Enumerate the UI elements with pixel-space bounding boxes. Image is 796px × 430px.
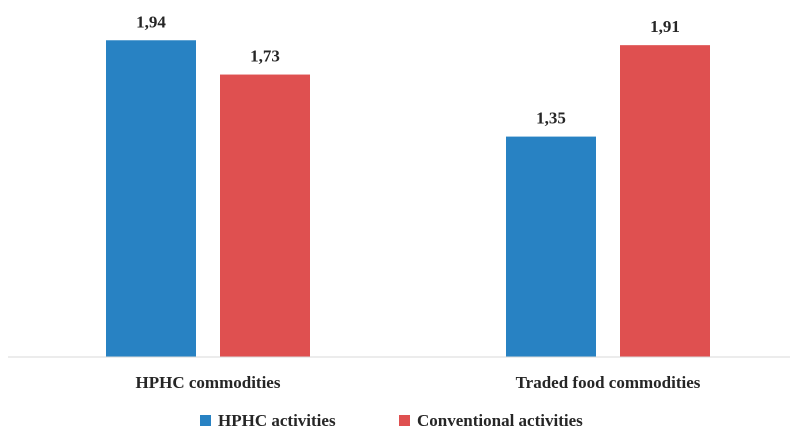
bar-conventional-activities-traded-food-commodities bbox=[620, 45, 710, 357]
bar-hphc-activities-traded-food-commodities bbox=[506, 136, 596, 357]
bars-layer bbox=[106, 40, 710, 357]
data-label-hphc-activities-hphc-commodities: 1,94 bbox=[136, 12, 166, 31]
category-label: HPHC commodities bbox=[136, 373, 281, 392]
legend-label-hphc-activities: HPHC activities bbox=[218, 411, 336, 430]
legend-swatch-hphc-activities bbox=[200, 415, 211, 426]
data-label-hphc-activities-traded-food-commodities: 1,35 bbox=[536, 109, 566, 128]
legend-swatch-conventional-activities bbox=[399, 415, 410, 426]
category-label: Traded food commodities bbox=[516, 373, 701, 392]
data-labels-layer: 1,94 1,73 1,35 1,91 bbox=[136, 12, 680, 127]
data-label-conventional-activities-hphc-commodities: 1,73 bbox=[250, 47, 280, 66]
bar-conventional-activities-hphc-commodities bbox=[220, 74, 310, 357]
category-labels-layer: HPHC commodities Traded food commodities bbox=[136, 373, 701, 392]
data-label-conventional-activities-traded-food-commodities: 1,91 bbox=[650, 17, 680, 36]
bar-hphc-activities-hphc-commodities bbox=[106, 40, 196, 357]
legend-label-conventional-activities: Conventional activities bbox=[417, 411, 583, 430]
legend: HPHC activities Conventional activities bbox=[200, 411, 583, 430]
